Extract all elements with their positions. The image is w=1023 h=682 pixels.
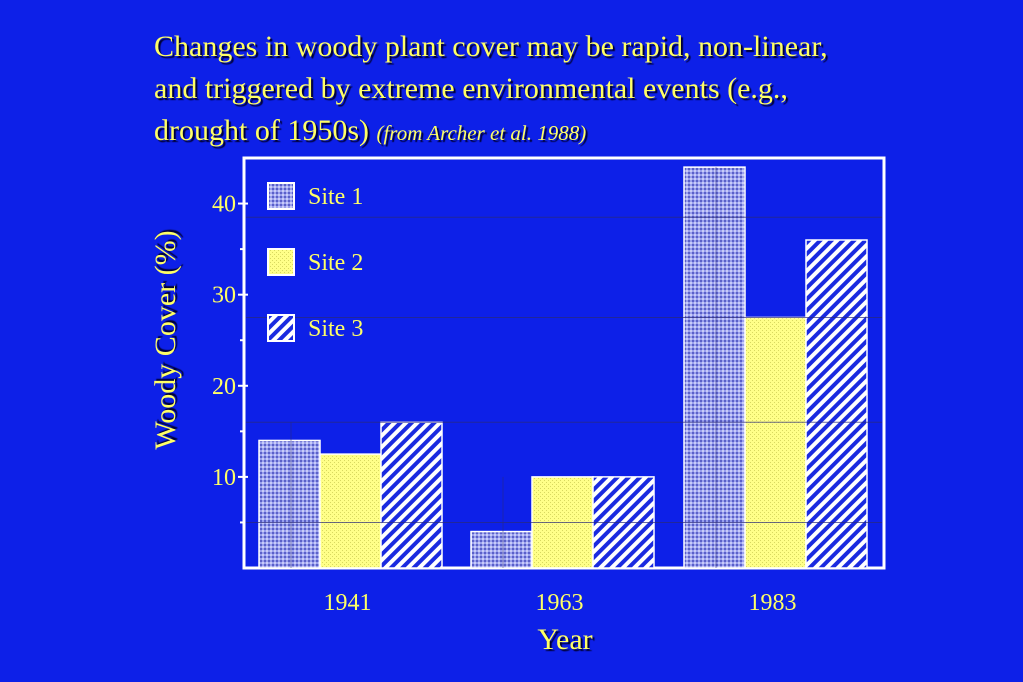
title-citation: (from Archer et al. 1988)	[376, 121, 587, 145]
y-tick-label: 40	[212, 192, 236, 218]
title-line-3: drought of 1950s)	[154, 114, 369, 147]
legend-label-1: Site 1	[308, 184, 363, 210]
legend-label-2: Site 2	[308, 250, 363, 276]
y-tick-label: 30	[212, 283, 236, 309]
title-line-1: Changes in woody plant cover may be rapi…	[154, 30, 828, 63]
bar-site-1-1983	[683, 166, 746, 569]
y-tick-label: 10	[212, 465, 236, 491]
legend-swatch-2	[267, 248, 295, 276]
bar-site-1-1941	[258, 439, 321, 569]
title-line-2: and triggered by extreme environmental e…	[154, 72, 788, 105]
y-tick-label: 20	[212, 374, 236, 400]
legend-swatch-1	[267, 182, 295, 210]
x-tick-label-1941: 1941	[324, 590, 372, 616]
slide-title: Changes in woody plant cover may be rapi…	[154, 26, 994, 154]
bar-site-1-1963	[470, 530, 533, 569]
bar-site-3-1941	[380, 421, 443, 569]
x-axis-label: Year	[537, 623, 593, 656]
x-tick-label-1983: 1983	[749, 590, 797, 616]
legend-swatch-3	[267, 314, 295, 342]
bar-site-3-1983	[805, 239, 868, 569]
bar-site-2-1941	[319, 453, 382, 569]
y-axis-label: Woody Cover (%)	[149, 230, 182, 450]
bar-site-2-1983	[744, 316, 807, 569]
x-tick-label-1963: 1963	[536, 590, 584, 616]
legend-label-3: Site 3	[308, 316, 363, 342]
